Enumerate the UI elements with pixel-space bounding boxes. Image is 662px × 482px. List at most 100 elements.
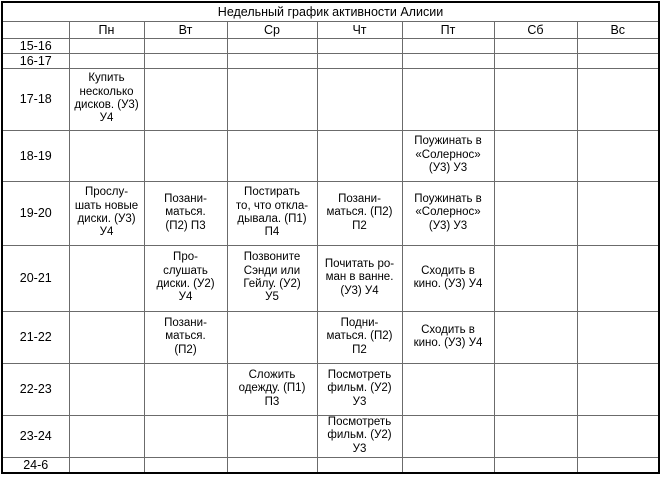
schedule-cell [576,129,660,182]
schedule-cell [493,52,578,69]
day-header: Чт [316,20,403,39]
schedule-cell [226,67,318,131]
time-slot-label: 23-24 [1,414,70,458]
schedule-cell [143,456,228,473]
schedule-cell [576,362,660,416]
day-header: Пт [401,20,495,39]
day-header: Ср [226,20,318,39]
schedule-cell [493,456,578,473]
schedule-cell [68,310,145,364]
schedule-cell: Про- слушать диски. (У2) У4 [143,244,228,312]
table-row: 22-23 Сложить одежду. (П1) П3 Посмотреть ф… [1,362,660,416]
schedule-cell [576,310,660,364]
schedule-cell [493,244,578,312]
schedule-cell [226,310,318,364]
schedule-cell [401,362,495,416]
table-row: 18-19 Поужинать в «Солернос» (У3) У3 [1,129,660,182]
schedule-cell [68,414,145,458]
time-slot-label: 21-22 [1,310,70,364]
schedule-cell: Посмотреть фильм. (У2) У3 [316,414,403,458]
schedule-cell [226,414,318,458]
day-header: Вс [576,20,660,39]
schedule-cell: Позани- маться. (П2) П3 [143,180,228,246]
schedule-cell: Купить несколько дисков. (У3) У4 [68,67,145,131]
schedule-cell [143,414,228,458]
schedule-cell [576,67,660,131]
schedule-cell [493,67,578,131]
schedule-cell [401,37,495,54]
schedule-cell: Сходить в кино. (У3) У4 [401,244,495,312]
time-slot-label: 22-23 [1,362,70,416]
title-row: Недельный график активности Алисии [1,1,660,22]
day-header: Пн [68,20,145,39]
table-row: 20-21 Про- слушать диски. (У2) У4 Позвонит… [1,244,660,312]
schedule-cell [493,180,578,246]
schedule-cell [226,129,318,182]
schedule-cell: Прослу- шать новые диски. (У3) У4 [68,180,145,246]
schedule-cell [401,414,495,458]
schedule-cell [576,37,660,54]
schedule-cell: Постирать то, что откла- дывала. (П1) П4 [226,180,318,246]
day-header: Вт [143,20,228,39]
time-slot-label: 18-19 [1,129,70,182]
schedule-cell [493,310,578,364]
table-row: 21-22 Позани- маться. (П2) Подни- маться. … [1,310,660,364]
schedule-cell [401,456,495,473]
schedule-cell [316,67,403,131]
schedule-cell [143,67,228,131]
schedule-cell [68,129,145,182]
schedule-cell [316,52,403,69]
table-row: 19-20 Прослу- шать новые диски. (У3) У4 По… [1,180,660,246]
schedule-cell [316,129,403,182]
time-slot-label: 15-16 [1,37,70,54]
schedule-cell: Поужинать в «Солернос» (У3) У3 [401,129,495,182]
schedule-cell [143,362,228,416]
schedule-cell: Почитать ро- ман в ванне. (У3) У4 [316,244,403,312]
time-slot-label: 16-17 [1,52,70,69]
table-row: 15-16 [1,37,660,54]
schedule-cell: Посмотреть фильм. (У2) У3 [316,362,403,416]
schedule-cell [68,362,145,416]
weekly-schedule-table: Недельный график активности Алисии Пн Вт С… [1,1,660,474]
schedule-cell [316,37,403,54]
schedule-cell [493,362,578,416]
schedule-cell [401,52,495,69]
schedule-cell [493,37,578,54]
schedule-cell [68,37,145,54]
day-header: Сб [493,20,578,39]
schedule-cell [143,52,228,69]
schedule-cell [576,52,660,69]
time-slot-label: 17-18 [1,67,70,131]
schedule-cell: Позвоните Сэнди или Гейлу. (У2) У5 [226,244,318,312]
schedule-cell [143,37,228,54]
schedule-cell [68,244,145,312]
schedule-cell [576,414,660,458]
schedule-cell: Поужинать в «Солернос» (У3) У3 [401,180,495,246]
time-slot-label: 20-21 [1,244,70,312]
schedule-cell [68,52,145,69]
schedule-cell [143,129,228,182]
table-row: 24-6 [1,456,660,473]
schedule-cell [576,244,660,312]
schedule-cell [226,52,318,69]
schedule-cell [576,180,660,246]
schedule-cell: Сложить одежду. (П1) П3 [226,362,318,416]
schedule-cell: Подни- маться. (П2) П2 [316,310,403,364]
schedule-cell: Позани- маться. (П2) П2 [316,180,403,246]
table-title: Недельный график активности Алисии [1,1,660,22]
schedule-cell [226,456,318,473]
schedule-cell [316,456,403,473]
table-row: 17-18 Купить несколько дисков. (У3) У4 [1,67,660,131]
schedule-cell [576,456,660,473]
schedule-cell [401,67,495,131]
table-row: 16-17 [1,52,660,69]
time-slot-label: 24-6 [1,456,70,473]
day-header-row: Пн Вт Ср Чт Пт Сб Вс [1,20,660,39]
schedule-cell [68,456,145,473]
schedule-cell [226,37,318,54]
schedule-cell [493,129,578,182]
schedule-cell: Позани- маться. (П2) [143,310,228,364]
schedule-cell [493,414,578,458]
time-column-header [1,20,70,39]
time-slot-label: 19-20 [1,180,70,246]
